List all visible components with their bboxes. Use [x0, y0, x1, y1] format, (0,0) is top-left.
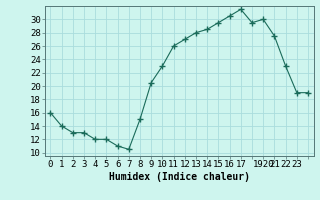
X-axis label: Humidex (Indice chaleur): Humidex (Indice chaleur) [109, 172, 250, 182]
